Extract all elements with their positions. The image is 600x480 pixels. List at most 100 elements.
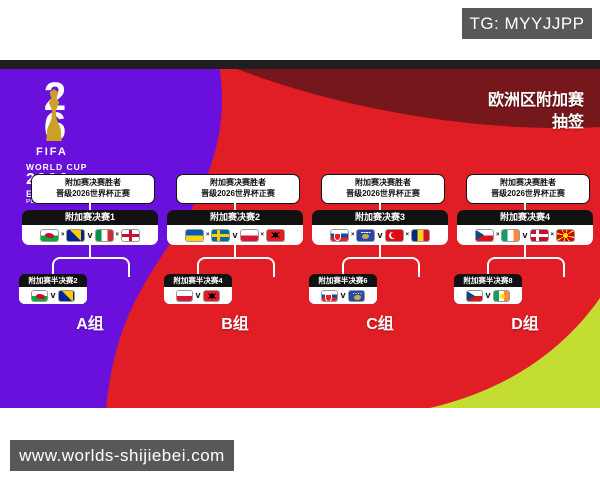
winner-note-line2: 晋级2026世界杯正赛 bbox=[346, 188, 420, 198]
final-flags-row: × v × bbox=[22, 225, 158, 245]
poster-title-line1: 欧洲区附加赛 bbox=[487, 92, 584, 109]
flag-romania bbox=[412, 229, 430, 241]
flag-northern-ireland bbox=[122, 229, 140, 241]
connector-line bbox=[234, 245, 236, 258]
winner-note-line1: 附加赛决赛胜者 bbox=[355, 178, 411, 187]
semifinal-match-card: 附加赛半决赛8 v bbox=[454, 274, 522, 304]
final-flags-row: × v × bbox=[312, 225, 448, 245]
connector-line bbox=[524, 203, 526, 211]
poster-title: 欧洲区附加赛 抽签 bbox=[488, 90, 584, 135]
final-match-card: 附加赛决赛3 × v × bbox=[312, 210, 448, 245]
winner-note-line2: 晋级2026世界杯正赛 bbox=[201, 188, 275, 198]
flag-italy bbox=[95, 229, 113, 241]
pair-separator: × bbox=[115, 232, 120, 238]
final-label: 附加赛决赛1 bbox=[22, 210, 158, 225]
tg-badge: TG: MYYJJPP bbox=[462, 8, 592, 39]
flag-north-macedonia bbox=[493, 290, 509, 301]
flag-north-macedonia bbox=[557, 229, 575, 241]
winner-note-line2: 晋级2026世界杯正赛 bbox=[491, 188, 565, 198]
connector-line bbox=[89, 245, 91, 258]
vs-label: v bbox=[87, 229, 93, 240]
vs-label: v bbox=[377, 229, 383, 240]
final-match-card: 附加赛决赛2 × v × bbox=[167, 210, 303, 245]
flag-wales bbox=[40, 229, 58, 241]
group-label: A组 bbox=[76, 316, 104, 333]
vs-label: v bbox=[50, 290, 56, 300]
pair-separator: × bbox=[260, 232, 265, 238]
group-label: B组 bbox=[221, 316, 249, 333]
semifinal-flags-row: v bbox=[19, 287, 87, 304]
winner-note: 附加赛决赛胜者 晋级2026世界杯正赛 bbox=[176, 174, 300, 204]
playoff-draw-poster: 2 6 FIFA WORLD CUP 2026 EUROPEAN PLAY-OF… bbox=[0, 60, 600, 408]
logo-fifa-text: FIFA bbox=[36, 145, 68, 158]
flag-ukraine bbox=[185, 229, 203, 241]
logo-26: 2 6 bbox=[26, 77, 82, 148]
winner-note-line1: 附加赛决赛胜者 bbox=[210, 178, 266, 187]
vs-label: v bbox=[340, 290, 346, 300]
bracket-group-a: 附加赛决赛胜者 晋级2026世界杯正赛 附加赛决赛1 × v × bbox=[18, 60, 162, 408]
flag-wales bbox=[32, 290, 48, 301]
vs-label: v bbox=[195, 290, 201, 300]
pair-separator: × bbox=[495, 232, 500, 238]
flag-ireland bbox=[502, 229, 520, 241]
world-cup-trophy-icon bbox=[46, 89, 62, 141]
semifinal-label: 附加赛半决赛2 bbox=[19, 274, 87, 287]
vs-label: v bbox=[232, 229, 238, 240]
connector-line bbox=[89, 203, 91, 211]
flag-bosnia bbox=[67, 229, 85, 241]
connector-line bbox=[234, 203, 236, 211]
connector-branch bbox=[342, 257, 420, 277]
flag-slovakia bbox=[322, 290, 338, 301]
website-badge: www.worlds-shijiebei.com bbox=[10, 440, 234, 471]
semifinal-label: 附加赛半决赛4 bbox=[164, 274, 232, 287]
final-match-card: 附加赛决赛4 × v × bbox=[457, 210, 593, 245]
flag-albania bbox=[203, 290, 219, 301]
poster-title-line2: 抽签 bbox=[551, 114, 584, 132]
pair-separator: × bbox=[550, 232, 555, 238]
vs-label: v bbox=[522, 229, 528, 240]
group-label: C组 bbox=[366, 316, 394, 333]
connector-line bbox=[379, 245, 381, 258]
flag-turkey bbox=[385, 229, 403, 241]
pair-separator: × bbox=[205, 232, 210, 238]
semifinal-flags-row: v bbox=[164, 287, 232, 304]
bracket-group-b: 附加赛决赛胜者 晋级2026世界杯正赛 附加赛决赛2 × v × bbox=[163, 60, 307, 408]
final-match-card: 附加赛决赛1 × v × bbox=[22, 210, 158, 245]
final-flags-row: × v × bbox=[457, 225, 593, 245]
connector-branch bbox=[52, 257, 130, 277]
pair-separator: × bbox=[350, 232, 355, 238]
semifinal-flags-row: v bbox=[454, 287, 522, 304]
flag-denmark bbox=[530, 229, 548, 241]
winner-note: 附加赛决赛胜者 晋级2026世界杯正赛 bbox=[31, 174, 155, 204]
connector-branch bbox=[487, 257, 565, 277]
semifinal-match-card: 附加赛半决赛2 v bbox=[19, 274, 87, 304]
bracket-group-d: 附加赛决赛胜者 晋级2026世界杯正赛 附加赛决赛4 × v × bbox=[453, 60, 597, 408]
winner-note: 附加赛决赛胜者 晋级2026世界杯正赛 bbox=[321, 174, 445, 204]
flag-kosovo bbox=[357, 229, 375, 241]
flag-czechia bbox=[475, 229, 493, 241]
winner-note-line1: 附加赛决赛胜者 bbox=[65, 178, 121, 187]
pair-separator: × bbox=[60, 232, 65, 238]
flag-poland bbox=[240, 229, 258, 241]
semifinal-label: 附加赛半决赛8 bbox=[454, 274, 522, 287]
winner-note-line2: 晋级2026世界杯正赛 bbox=[56, 188, 130, 198]
flag-czechia bbox=[467, 290, 483, 301]
connector-line bbox=[524, 245, 526, 258]
flag-poland bbox=[177, 290, 193, 301]
connector-branch bbox=[197, 257, 275, 277]
semifinal-match-card: 附加赛半决赛6 v bbox=[309, 274, 377, 304]
connector-line bbox=[379, 203, 381, 211]
semifinal-label: 附加赛半决赛6 bbox=[309, 274, 377, 287]
group-label: D组 bbox=[511, 316, 539, 333]
final-flags-row: × v × bbox=[167, 225, 303, 245]
semifinal-flags-row: v bbox=[309, 287, 377, 304]
bracket-group-c: 附加赛决赛胜者 晋级2026世界杯正赛 附加赛决赛3 × v × bbox=[308, 60, 452, 408]
flag-sweden bbox=[212, 229, 230, 241]
semifinal-match-card: 附加赛半决赛4 v bbox=[164, 274, 232, 304]
pair-separator: × bbox=[405, 232, 410, 238]
winner-note: 附加赛决赛胜者 晋级2026世界杯正赛 bbox=[466, 174, 590, 204]
final-label: 附加赛决赛2 bbox=[167, 210, 303, 225]
vs-label: v bbox=[485, 290, 491, 300]
flag-albania bbox=[267, 229, 285, 241]
